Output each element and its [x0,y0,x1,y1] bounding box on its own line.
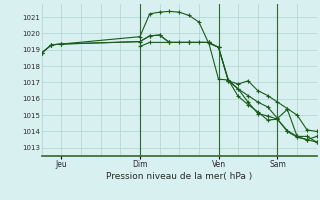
X-axis label: Pression niveau de la mer( hPa ): Pression niveau de la mer( hPa ) [106,172,252,181]
